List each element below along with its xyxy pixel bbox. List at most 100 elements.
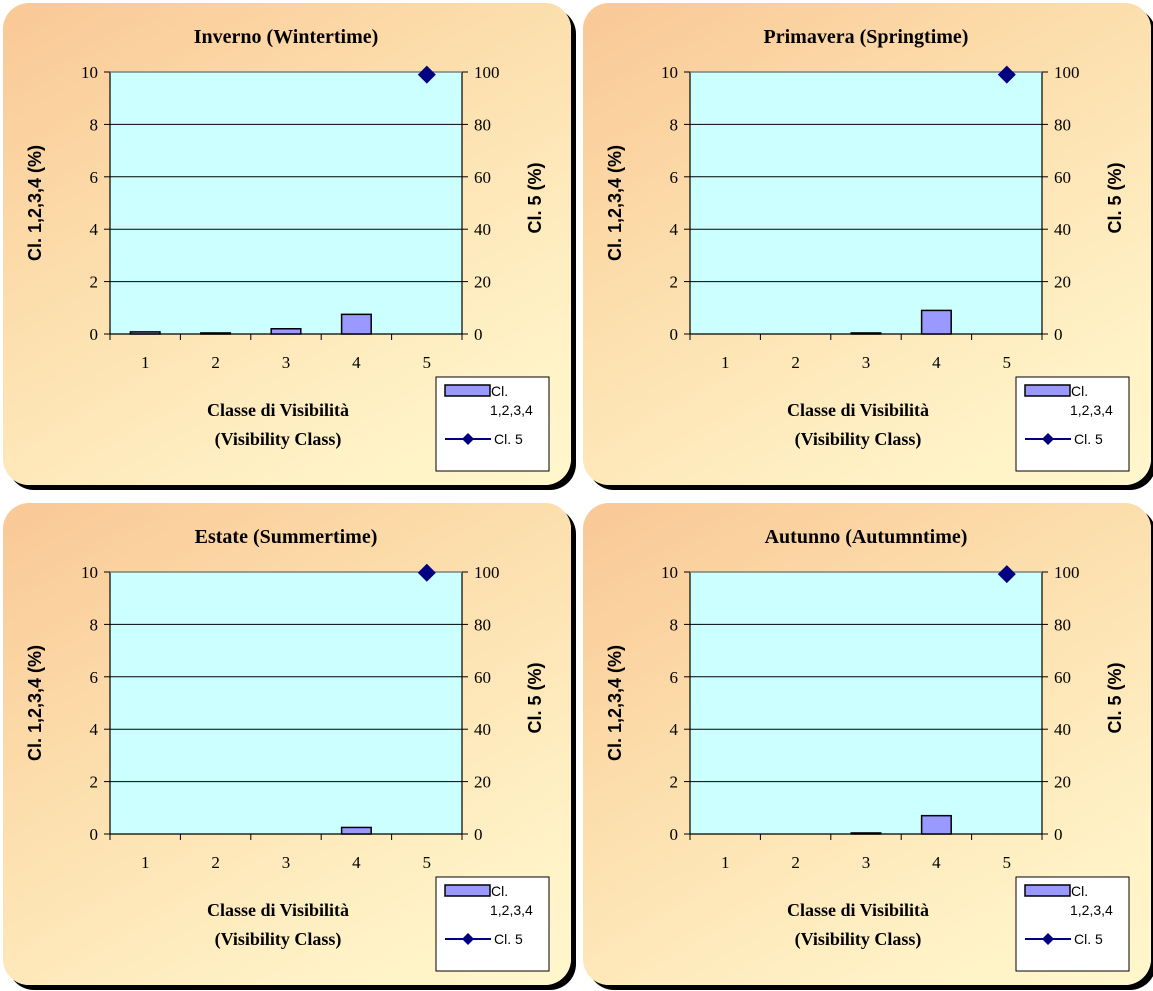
legend-bar-label-2: 1,2,3,4 xyxy=(490,902,533,918)
legend-diamond-swatch xyxy=(1042,433,1054,445)
plot-area xyxy=(690,572,1042,834)
x-axis-title-line2: (Visibility Class) xyxy=(795,929,922,950)
x-tick-label: 5 xyxy=(1003,353,1012,372)
x-tick-label: 5 xyxy=(1003,853,1012,872)
legend-bar-label: Cl. xyxy=(491,883,508,899)
legend: Cl. 1,2,3,4 Cl. 5 xyxy=(435,376,550,472)
x-tick-label: 4 xyxy=(352,353,361,372)
chart-panel-autumn: Autunno (Autumntime) 0 2 4 6 8 10 0 20 40 60 80 100 1… xyxy=(583,503,1151,985)
x-tick-label: 2 xyxy=(211,353,220,372)
right-tick-label: 60 xyxy=(1054,668,1071,687)
chart-title: Estate (Summertime) xyxy=(195,526,378,548)
legend-marker-label: Cl. 5 xyxy=(494,431,523,447)
x-tick-label: 3 xyxy=(282,353,291,372)
bar-cl-4 xyxy=(920,309,952,335)
right-tick-label: 40 xyxy=(1054,720,1071,739)
x-tick-label: 5 xyxy=(423,853,432,872)
bar-cl-2 xyxy=(200,332,232,335)
legend-bar-swatch xyxy=(444,384,491,397)
chart-title: Inverno (Wintertime) xyxy=(194,26,379,48)
legend-bar-label-2: 1,2,3,4 xyxy=(490,402,533,418)
right-tick-label: 80 xyxy=(474,615,491,634)
left-axis-title: Cl. 1,2,3,4 (%) xyxy=(605,145,625,261)
x-tick-label: 1 xyxy=(141,353,150,372)
bar-cl-3 xyxy=(850,832,882,835)
left-tick-label: 2 xyxy=(90,273,99,292)
right-tick-label: 60 xyxy=(474,668,491,687)
bar-cl-4 xyxy=(340,826,372,835)
right-tick-label: 100 xyxy=(474,563,500,582)
right-tick-label: 0 xyxy=(1054,325,1063,344)
legend-diamond-swatch xyxy=(1042,933,1054,945)
x-tick-label: 5 xyxy=(423,353,432,372)
left-tick-label: 10 xyxy=(661,63,678,82)
legend-bar-label-2: 1,2,3,4 xyxy=(1070,402,1113,418)
left-tick-label: 0 xyxy=(90,825,99,844)
x-tick-label: 2 xyxy=(791,353,800,372)
x-tick-label: 1 xyxy=(721,353,730,372)
left-tick-label: 6 xyxy=(670,168,679,187)
x-tick-label: 3 xyxy=(282,853,291,872)
left-tick-label: 0 xyxy=(90,325,99,344)
plot-area xyxy=(690,72,1042,334)
bar-cl-3 xyxy=(850,332,882,335)
left-tick-label: 8 xyxy=(90,115,99,134)
left-tick-label: 4 xyxy=(90,720,99,739)
chart-panel-winter: Inverno (Wintertime) 0 2 4 6 8 10 0 20 40 60 80 100 1… xyxy=(3,3,571,485)
left-tick-label: 0 xyxy=(670,325,679,344)
marker-cl-5 xyxy=(997,65,1016,84)
chart-panel-summer: Estate (Summertime) 0 2 4 6 8 10 0 20 40 60 80 100 1 2… xyxy=(3,503,571,985)
x-axis-title-line1: Classe di Visibilità xyxy=(787,400,929,420)
legend-bar-swatch xyxy=(1024,884,1071,897)
x-tick-label: 2 xyxy=(211,853,220,872)
bar-cl-1 xyxy=(129,331,161,335)
chart-svg: Primavera (Springtime)024681002040608010… xyxy=(605,26,1130,472)
legend-marker-label: Cl. 5 xyxy=(1074,431,1103,447)
right-tick-label: 100 xyxy=(1054,563,1080,582)
left-tick-label: 0 xyxy=(670,825,679,844)
right-axis-title: Cl. 5 (%) xyxy=(1105,162,1125,233)
x-tick-label: 2 xyxy=(791,853,800,872)
left-tick-label: 8 xyxy=(90,615,99,634)
bar-cl-3 xyxy=(270,328,302,335)
bar-cl-4 xyxy=(340,313,372,335)
right-tick-label: 80 xyxy=(474,115,491,134)
left-tick-label: 2 xyxy=(670,773,679,792)
legend-bar-swatch xyxy=(444,884,491,897)
marker-cl-5 xyxy=(997,565,1016,584)
right-axis-title: Cl. 5 (%) xyxy=(525,162,545,233)
left-tick-label: 4 xyxy=(670,720,679,739)
left-tick-label: 8 xyxy=(670,115,679,134)
left-axis-title: Cl. 1,2,3,4 (%) xyxy=(25,145,45,261)
left-tick-label: 6 xyxy=(90,668,99,687)
left-tick-label: 6 xyxy=(90,168,99,187)
legend-bar-label: Cl. xyxy=(491,383,508,399)
marker-cl-5 xyxy=(417,65,436,84)
x-tick-label: 4 xyxy=(932,853,941,872)
chart-svg: Inverno (Wintertime)02468100204060801001… xyxy=(25,26,550,472)
marker-cl-5 xyxy=(417,563,436,582)
x-tick-label: 3 xyxy=(862,353,871,372)
left-tick-label: 4 xyxy=(670,220,679,239)
left-tick-label: 2 xyxy=(670,273,679,292)
right-tick-label: 20 xyxy=(474,773,491,792)
legend-diamond-swatch xyxy=(462,433,474,445)
bar-cl-4 xyxy=(920,814,952,835)
legend: Cl. 1,2,3,4 Cl. 5 xyxy=(1015,376,1130,472)
x-axis-title-line1: Classe di Visibilità xyxy=(207,900,349,920)
x-axis-title-line2: (Visibility Class) xyxy=(795,429,922,450)
right-tick-label: 20 xyxy=(1054,773,1071,792)
left-tick-label: 4 xyxy=(90,220,99,239)
plot-area xyxy=(110,572,462,834)
right-tick-label: 40 xyxy=(1054,220,1071,239)
x-axis-title-line2: (Visibility Class) xyxy=(215,929,342,950)
left-tick-label: 8 xyxy=(670,615,679,634)
legend-marker-label: Cl. 5 xyxy=(494,931,523,947)
right-tick-label: 100 xyxy=(474,63,500,82)
chart-panel-spring: Primavera (Springtime) 0 2 4 6 8 10 0 20 40 60 80 10… xyxy=(583,3,1151,485)
right-tick-label: 40 xyxy=(474,220,491,239)
right-tick-label: 20 xyxy=(474,273,491,292)
x-tick-label: 1 xyxy=(141,853,150,872)
right-tick-label: 20 xyxy=(1054,273,1071,292)
